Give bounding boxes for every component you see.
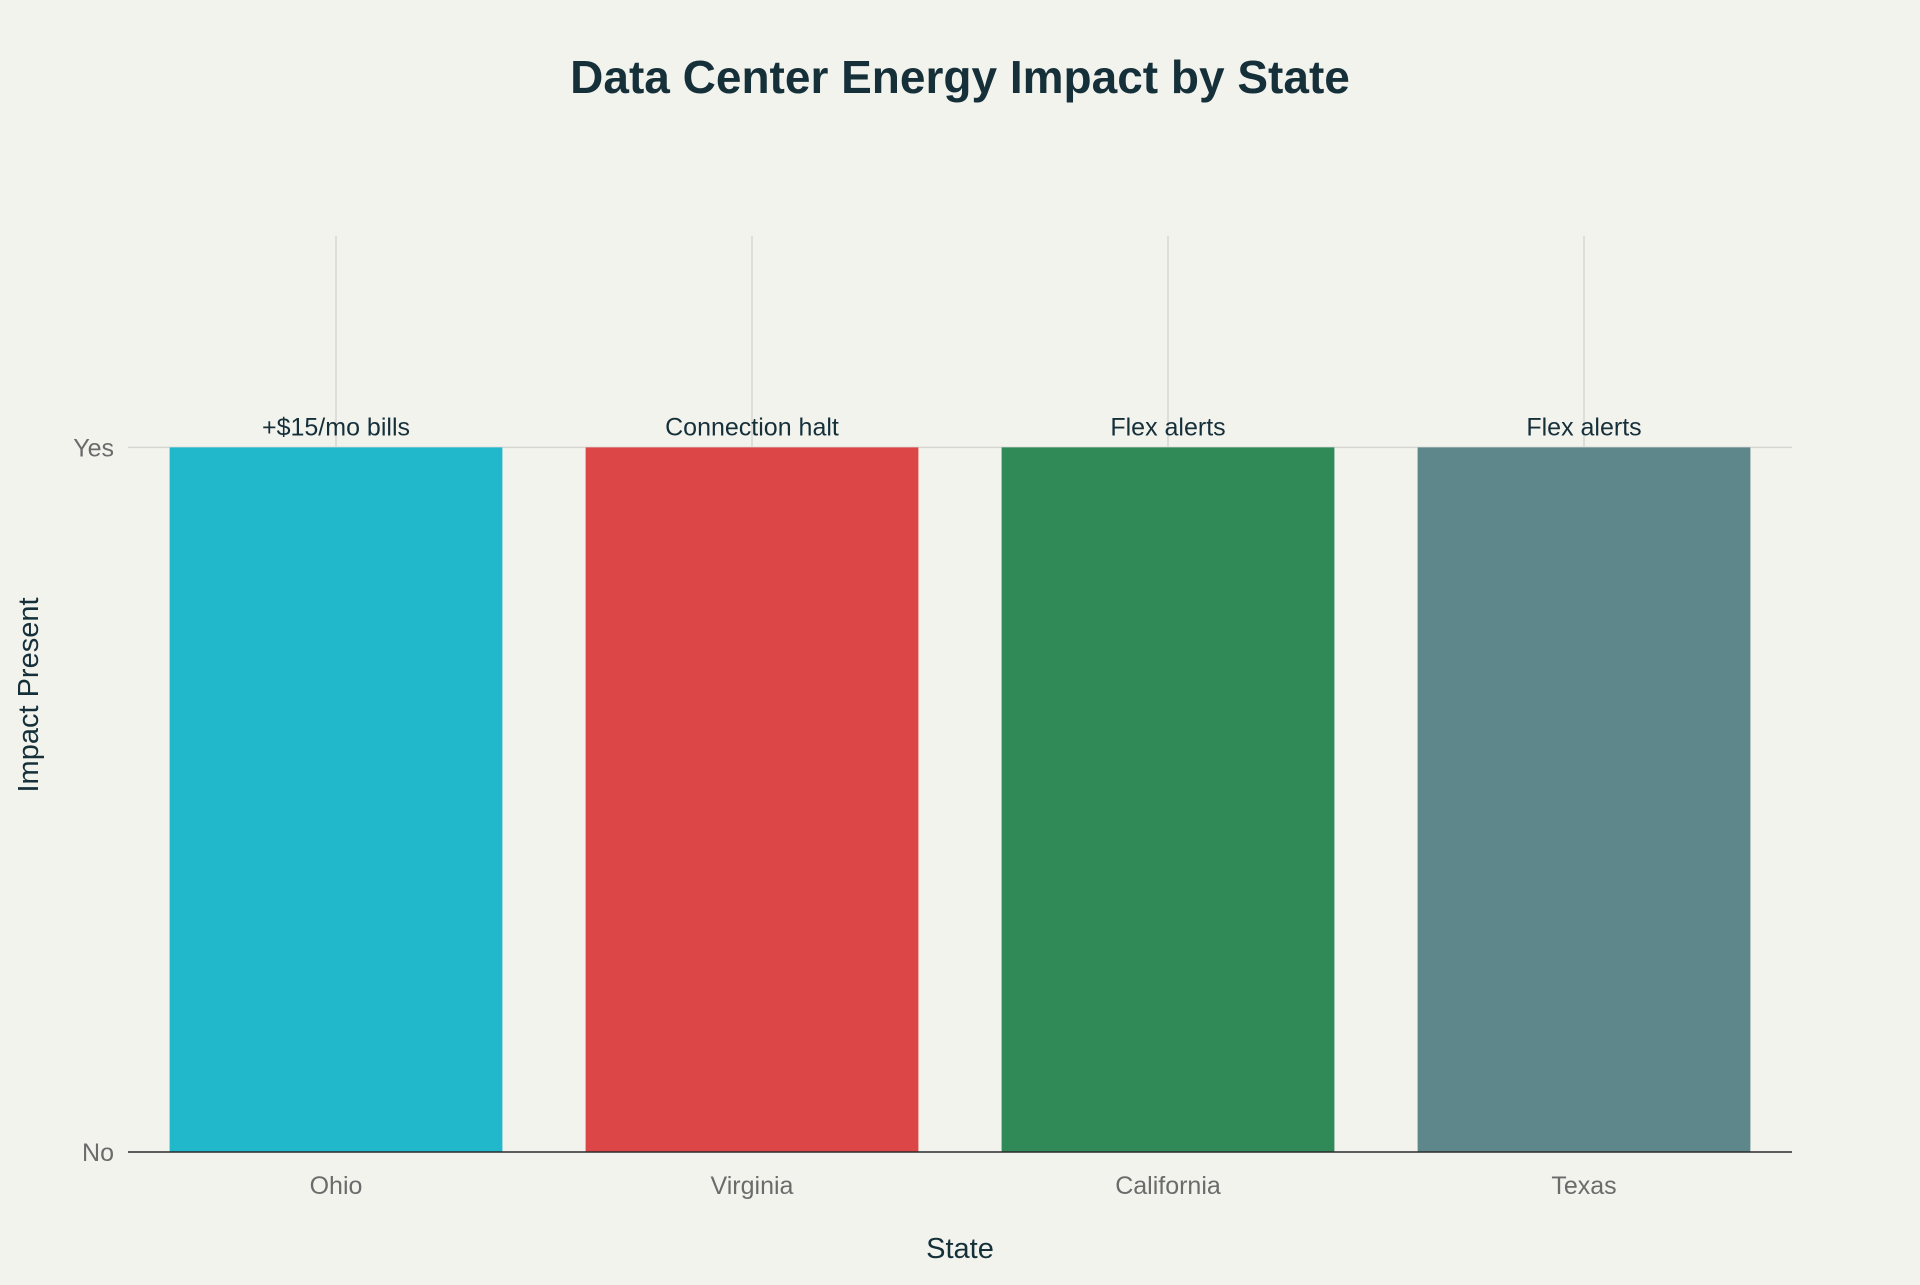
- x-axis-title: State: [926, 1233, 994, 1265]
- bars: [169, 447, 1751, 1152]
- x-tick-label: Virginia: [711, 1172, 794, 1200]
- bar-texas: [1417, 447, 1751, 1152]
- y-tick-label: Yes: [73, 434, 114, 462]
- bar-ohio: [169, 447, 503, 1152]
- chart-title: Data Center Energy Impact by State: [570, 51, 1350, 103]
- y-tick-label: No: [82, 1139, 114, 1167]
- x-tick-label: California: [1115, 1172, 1221, 1200]
- bar-data-label: +$15/mo bills: [262, 413, 410, 441]
- x-tick-label: Ohio: [310, 1172, 363, 1200]
- axes: No Yes Ohio Virginia California Texas: [73, 434, 1792, 1200]
- bar-virginia: [585, 447, 919, 1152]
- bar-data-label: Connection halt: [665, 413, 839, 441]
- bar-california: [1001, 447, 1335, 1152]
- bar-data-label: Flex alerts: [1526, 413, 1641, 441]
- bar-labels: +$15/mo bills Connection halt Flex alerts F…: [262, 413, 1642, 441]
- bar-data-label: Flex alerts: [1110, 413, 1225, 441]
- y-axis-title: Impact Present: [13, 597, 45, 792]
- x-tick-label: Texas: [1551, 1172, 1616, 1200]
